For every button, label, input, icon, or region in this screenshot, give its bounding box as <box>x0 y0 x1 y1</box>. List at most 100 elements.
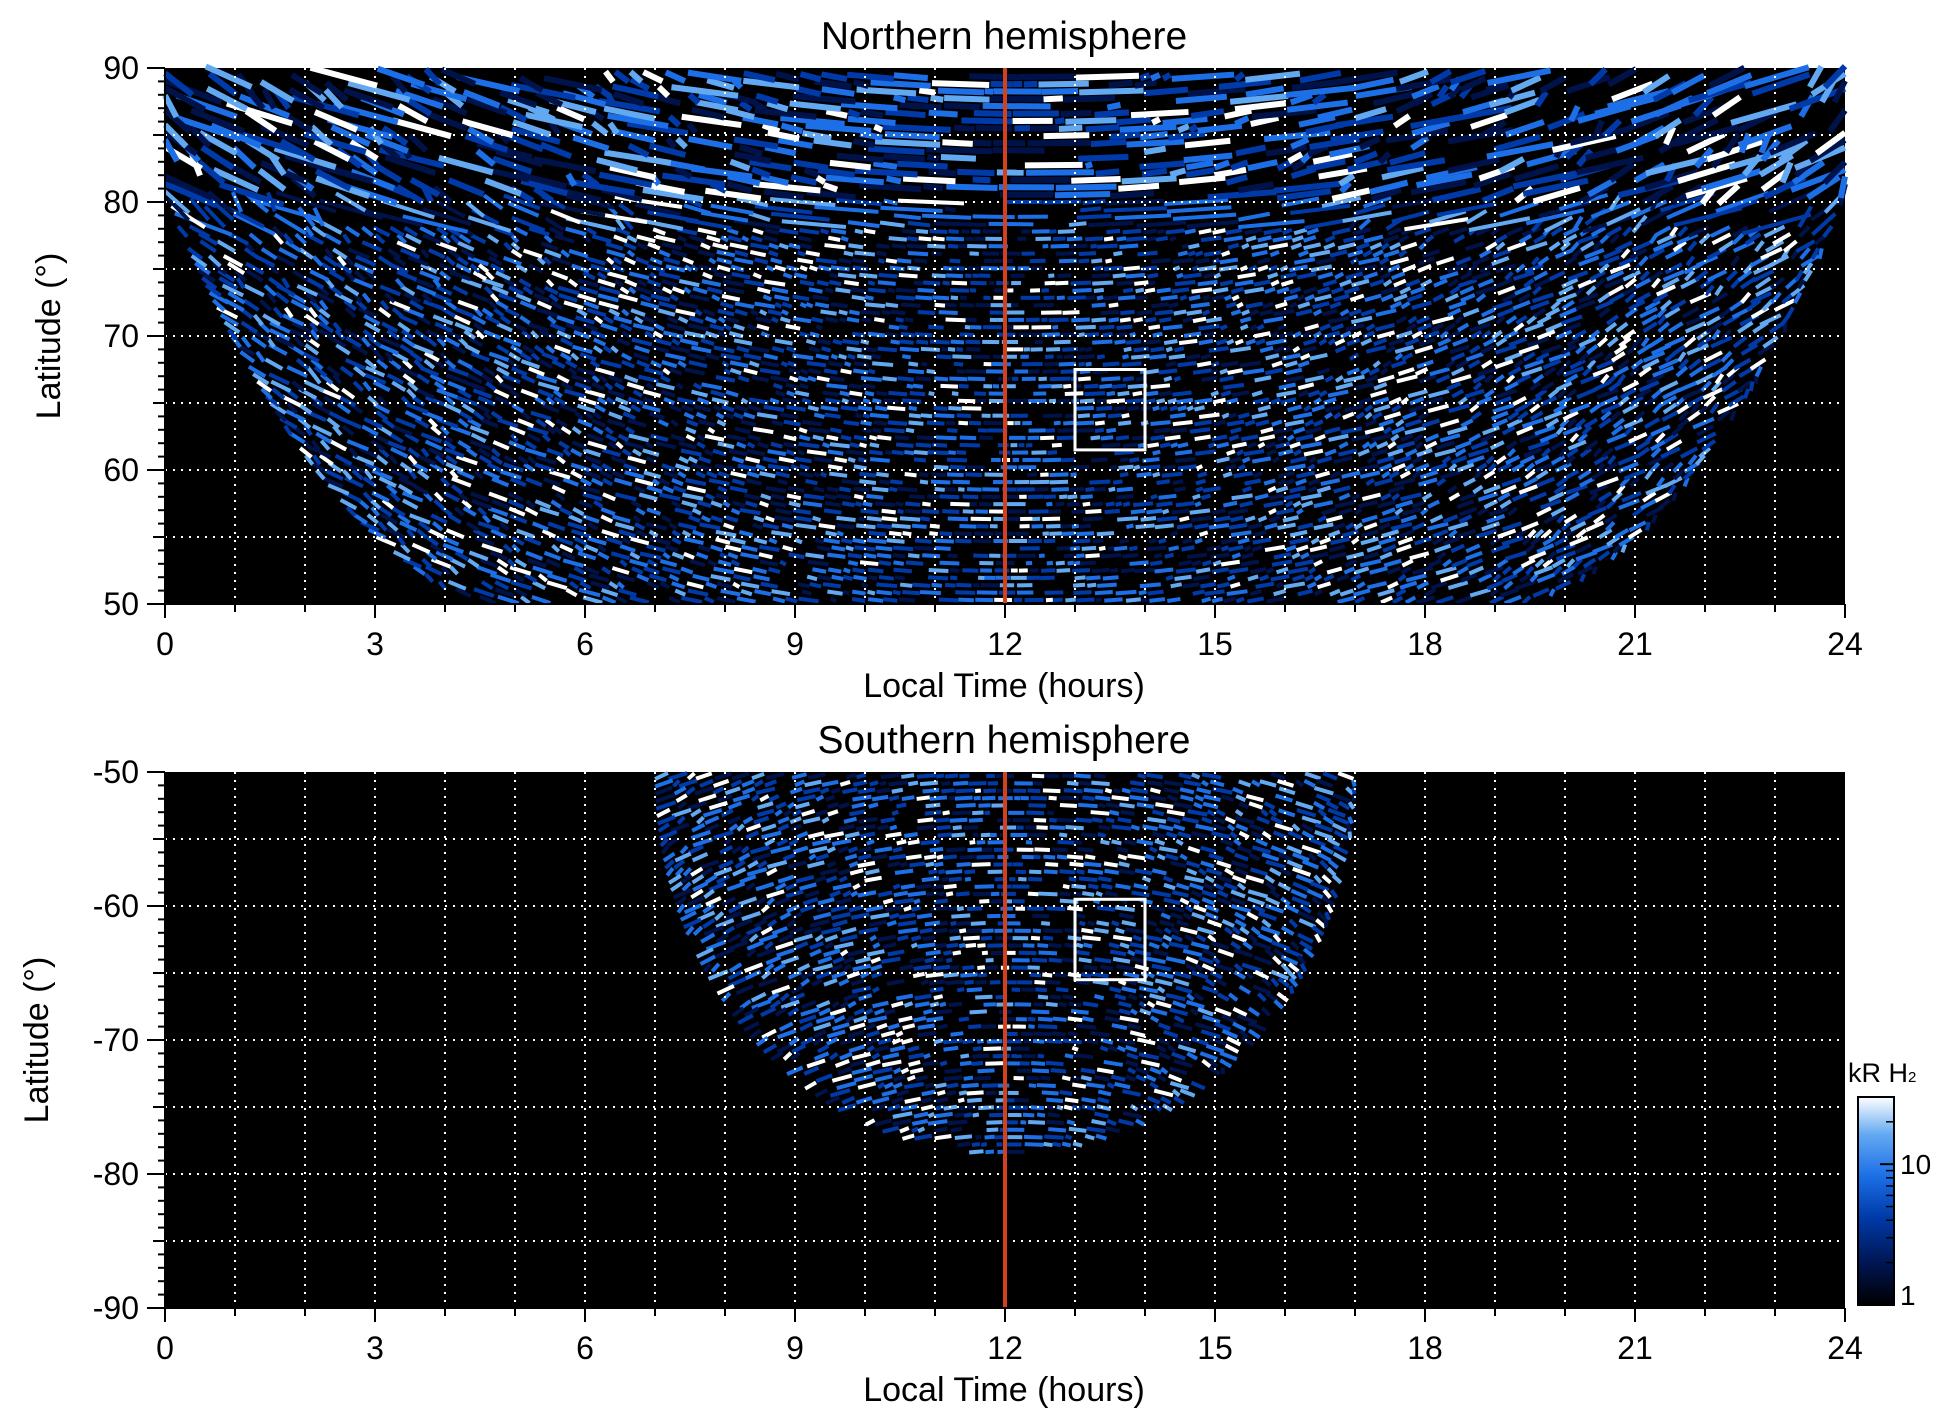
emission-streak <box>1682 468 1695 481</box>
northern-y-axis-label: Latitude (°) <box>30 253 68 420</box>
emission-streak <box>1122 442 1138 448</box>
emission-streak <box>736 596 756 604</box>
emission-streak <box>1447 580 1469 591</box>
emission-streak <box>1297 301 1311 309</box>
emission-streak <box>525 550 544 561</box>
emission-streak <box>949 817 968 823</box>
emission-streak <box>361 424 379 437</box>
emission-streak <box>1101 442 1121 448</box>
emission-streak <box>931 273 946 279</box>
emission-streak <box>1551 557 1566 569</box>
emission-streak <box>1351 330 1363 339</box>
emission-streak <box>1237 464 1246 471</box>
emission-streak <box>732 500 746 508</box>
emission-streak <box>1433 278 1448 288</box>
emission-streak <box>809 331 820 338</box>
emission-streak <box>1523 447 1543 458</box>
emission-streak <box>775 471 790 479</box>
emission-streak <box>723 323 732 331</box>
emission-streak <box>1565 388 1578 399</box>
emission-streak <box>1165 361 1177 368</box>
emission-streak <box>1754 276 1772 290</box>
emission-streak <box>525 499 536 509</box>
emission-streak <box>1447 521 1469 532</box>
emission-streak <box>432 314 454 326</box>
emission-streak <box>885 331 898 338</box>
emission-streak <box>1624 292 1637 304</box>
emission-streak <box>270 379 292 393</box>
emission-streak <box>668 573 680 582</box>
emission-streak <box>1314 470 1331 479</box>
emission-streak <box>838 257 852 265</box>
emission-streak <box>1181 243 1189 250</box>
emission-streak <box>695 470 706 479</box>
emission-streak <box>1803 269 1813 282</box>
emission-streak <box>1521 417 1544 429</box>
emission-streak <box>309 329 320 341</box>
emission-streak <box>1482 337 1497 347</box>
emission-streak <box>1056 817 1075 823</box>
emission-streak <box>869 442 880 449</box>
emission-streak <box>1536 476 1556 488</box>
emission-streak <box>1329 588 1341 597</box>
emission-streak <box>683 551 695 560</box>
emission-streak <box>1091 817 1103 824</box>
emission-streak <box>1106 198 1165 206</box>
emission-streak <box>827 464 843 471</box>
emission-streak <box>929 228 948 234</box>
emission-streak <box>1576 388 1596 400</box>
emission-streak <box>1703 350 1723 364</box>
emission-streak <box>1543 366 1557 377</box>
emission-streak <box>872 361 894 367</box>
emission-streak <box>1651 277 1662 289</box>
emission-streak <box>424 351 440 363</box>
emission-streak <box>1106 101 1122 111</box>
emission-streak <box>781 301 793 309</box>
emission-streak <box>1192 493 1201 500</box>
emission-streak <box>353 262 375 275</box>
emission-streak <box>674 463 691 472</box>
emission-streak <box>1213 515 1231 523</box>
emission-streak <box>923 280 941 286</box>
emission-streak <box>1395 588 1407 597</box>
emission-streak <box>594 366 615 377</box>
emission-streak <box>1192 368 1212 375</box>
emission-streak <box>493 307 505 318</box>
emission-streak <box>724 316 740 324</box>
emission-streak <box>417 469 430 481</box>
emission-streak <box>1275 485 1289 494</box>
emission-streak <box>1076 597 1095 603</box>
emission-streak <box>499 469 522 480</box>
emission-streak <box>829 427 842 434</box>
emission-streak <box>908 420 924 426</box>
emission-streak <box>546 447 564 458</box>
emission-streak <box>1512 270 1535 281</box>
emission-streak <box>1628 299 1646 311</box>
emission-streak <box>1111 383 1127 389</box>
emission-streak <box>1381 507 1396 516</box>
emission-streak <box>1150 434 1165 441</box>
emission-streak <box>1782 322 1788 333</box>
emission-streak <box>1156 501 1173 508</box>
emission-streak <box>531 595 551 605</box>
emission-streak <box>767 309 783 317</box>
emission-streak <box>1286 434 1295 442</box>
emission-streak <box>1353 507 1363 516</box>
emission-streak <box>433 498 445 510</box>
emission-streak <box>940 383 959 389</box>
emission-streak <box>717 470 730 479</box>
emission-streak <box>786 493 802 501</box>
emission-streak <box>1658 358 1679 371</box>
emission-streak <box>467 373 483 385</box>
emission-streak <box>669 367 683 376</box>
emission-streak <box>1477 573 1493 583</box>
emission-streak <box>555 418 568 428</box>
emission-streak <box>639 293 652 302</box>
emission-streak <box>1140 265 1158 272</box>
emission-streak <box>1370 389 1388 398</box>
emission-streak <box>1258 434 1276 442</box>
emission-streak <box>1662 402 1678 415</box>
emission-streak <box>1213 419 1226 427</box>
emission-streak <box>537 388 555 399</box>
emission-streak <box>954 795 973 801</box>
